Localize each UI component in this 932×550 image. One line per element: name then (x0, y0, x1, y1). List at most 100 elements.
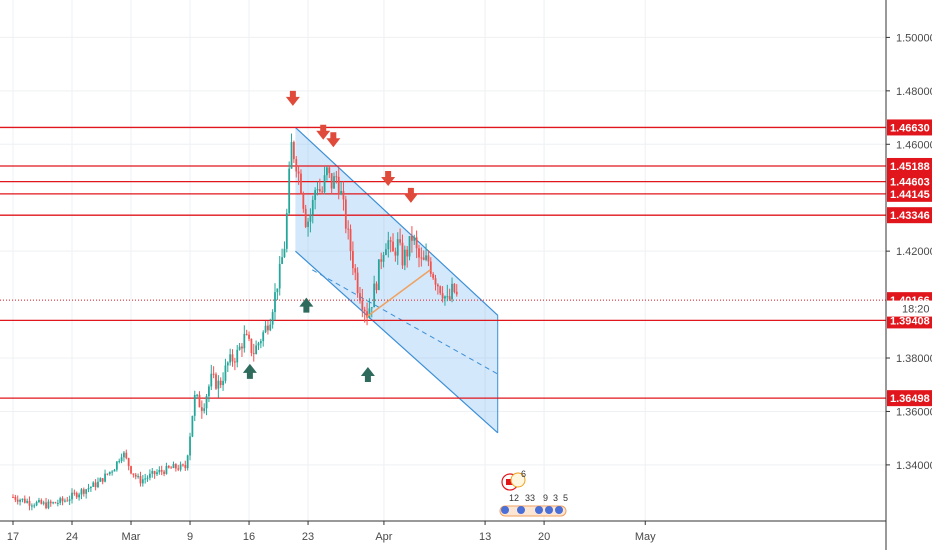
candle-body (356, 272, 359, 294)
candle-body (113, 469, 116, 472)
candle-body (420, 257, 423, 259)
candle-body (23, 498, 26, 503)
down-arrow-icon[interactable] (403, 187, 418, 203)
level-badge-label: 1.46630 (890, 122, 930, 134)
candle-body (344, 199, 347, 229)
candle-body (115, 461, 118, 470)
candle-body (160, 470, 163, 472)
candle-body (422, 257, 425, 260)
y-tick-label: 1.48000 (896, 86, 932, 98)
candle-body (28, 500, 31, 506)
candle-body (401, 242, 404, 266)
x-tick-label: 23 (302, 531, 314, 543)
candle-body (73, 492, 76, 494)
candle-body (85, 489, 88, 494)
x-tick-label: 9 (187, 531, 193, 543)
x-tick-label: 24 (66, 531, 78, 543)
candle-body (413, 237, 416, 241)
candle-body (151, 471, 154, 474)
candle-body (335, 176, 338, 178)
candle-body (373, 283, 376, 308)
candle-body (271, 312, 274, 325)
candle-body (198, 394, 201, 408)
event-flag-icon[interactable] (510, 472, 526, 488)
candle-body (215, 374, 217, 389)
candle-body (146, 477, 149, 479)
candle-body (139, 476, 142, 484)
candle-body (174, 464, 177, 469)
candle-body (200, 407, 203, 411)
event-flag-icon[interactable] (517, 506, 525, 514)
level-badge-label: 1.44145 (890, 189, 930, 201)
candle-body (418, 248, 420, 258)
candle-body (222, 380, 224, 386)
candle-body (165, 465, 168, 474)
candle-body (330, 173, 333, 189)
event-flag-icon[interactable] (535, 506, 543, 514)
candle-body (238, 346, 241, 350)
candle-body (363, 309, 366, 312)
candle-body (389, 240, 392, 242)
event-flag-icon[interactable] (501, 506, 509, 514)
channel-lower-line[interactable] (295, 250, 499, 434)
up-arrow-icon[interactable] (299, 297, 314, 313)
candle-body (248, 334, 250, 339)
x-tick-label: May (635, 531, 656, 543)
support-trendline[interactable] (366, 269, 431, 318)
candle-body (415, 237, 418, 249)
candle-body (406, 249, 409, 257)
candle-body (425, 255, 427, 260)
candle-body (304, 208, 307, 227)
down-arrow-icon[interactable] (381, 171, 396, 187)
candle-body (78, 494, 80, 498)
candle-body (342, 190, 345, 200)
candle-body (439, 286, 442, 294)
event-flag-icon[interactable] (555, 506, 563, 514)
candle-body (94, 482, 97, 488)
candle-body (307, 221, 309, 227)
candle-body (333, 176, 335, 189)
candle-body (283, 248, 286, 258)
candle-body (326, 167, 328, 176)
candle-body (33, 505, 36, 507)
candle-body (224, 365, 227, 381)
price-axis[interactable]: 1.50000 1.48000 1.46000 1.42000 1.38000 1.360… (885, 0, 932, 550)
candle-body (285, 213, 288, 249)
candle-body (337, 176, 340, 195)
candle-body (267, 325, 269, 331)
economic-events[interactable]: 6 12 33 9 3 5 (499, 469, 568, 517)
x-tick-label: 20 (538, 531, 550, 543)
trendline[interactable] (366, 269, 431, 318)
down-arrow-icon[interactable] (326, 132, 341, 148)
candle-body (21, 498, 24, 500)
candle-body (368, 308, 371, 318)
candle-body (453, 283, 456, 292)
candle-body (163, 471, 165, 474)
candle-body (144, 478, 147, 480)
candle-body (149, 473, 151, 478)
time-axis[interactable]: 17 24 Mar 9 16 23 Apr 13 20 May (0, 520, 886, 543)
channel-upper-line[interactable] (294, 127, 499, 316)
level-badge (887, 157, 932, 174)
candle-body (54, 502, 57, 504)
candle-body (429, 261, 432, 274)
candle-body (250, 338, 253, 353)
level-badge-label: 1.36498 (890, 393, 930, 405)
up-arrow-icon[interactable] (360, 367, 375, 383)
candle-body (309, 214, 312, 222)
candle-body (120, 457, 123, 461)
event-count: 3 (553, 493, 558, 503)
candle-body (233, 361, 236, 363)
down-arrow-icon[interactable] (285, 90, 300, 106)
candle-body (411, 236, 413, 241)
x-tick-label: 16 (243, 531, 255, 543)
up-arrow-icon[interactable] (242, 363, 257, 379)
candle-body (311, 199, 314, 215)
event-flag-icon[interactable] (545, 506, 553, 514)
candle-body (361, 300, 364, 310)
signal-arrows[interactable] (242, 90, 418, 383)
down-arrow-icon[interactable] (316, 124, 331, 140)
